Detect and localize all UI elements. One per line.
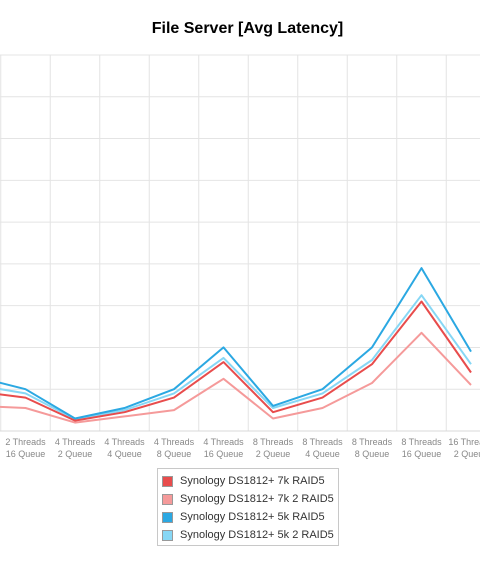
- series-line-1: [0, 333, 471, 423]
- x-tick-label: 4 Threads 4 Queue: [104, 437, 145, 459]
- legend-swatch: [162, 530, 173, 541]
- x-tick-label: 8 Threads 2 Queue: [253, 437, 294, 459]
- legend-item[interactable]: Synology DS1812+ 7k RAID5: [162, 472, 338, 490]
- x-tick-label: 4 Threads 16 Queue: [203, 437, 244, 459]
- legend-swatch: [162, 476, 173, 487]
- legend-swatch: [162, 494, 173, 505]
- series-lines: [0, 268, 471, 423]
- legend-item[interactable]: Synology DS1812+ 5k RAID5: [162, 508, 338, 526]
- legend-swatch: [162, 512, 173, 523]
- legend-item[interactable]: Synology DS1812+ 7k 2 RAID5: [162, 490, 338, 508]
- legend-label: Synology DS1812+ 7k 2 RAID5: [180, 493, 334, 505]
- x-tick-label: 2 Threads 16 Queue: [5, 437, 46, 459]
- x-tick-label: 8 Threads 16 Queue: [401, 437, 442, 459]
- legend: Synology DS1812+ 7k RAID5 Synology DS1812…: [157, 468, 339, 546]
- series-line-3: [0, 295, 471, 419]
- x-tick-label: 8 Threads 4 Queue: [302, 437, 343, 459]
- x-tick-label: 4 Threads 8 Queue: [154, 437, 195, 459]
- legend-item[interactable]: Synology DS1812+ 5k 2 RAID5: [162, 526, 338, 544]
- legend-label: Synology DS1812+ 5k RAID5: [180, 511, 325, 523]
- legend-label: Synology DS1812+ 7k RAID5: [180, 475, 325, 487]
- legend-label: Synology DS1812+ 5k 2 RAID5: [180, 529, 334, 541]
- x-tick-label: 4 Threads 2 Queue: [55, 437, 96, 459]
- x-tick-label: 8 Threads 8 Queue: [352, 437, 393, 459]
- series-line-2: [0, 268, 471, 418]
